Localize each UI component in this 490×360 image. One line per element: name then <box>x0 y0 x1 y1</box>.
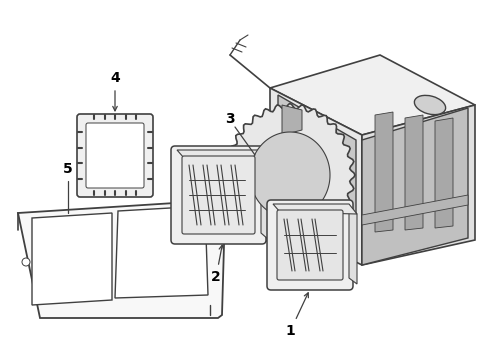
FancyBboxPatch shape <box>86 123 144 188</box>
Text: 3: 3 <box>225 112 235 126</box>
Polygon shape <box>362 108 468 265</box>
Polygon shape <box>115 206 208 298</box>
Polygon shape <box>362 105 475 265</box>
Polygon shape <box>225 104 355 246</box>
FancyBboxPatch shape <box>171 146 266 244</box>
Polygon shape <box>362 195 468 225</box>
Polygon shape <box>282 205 302 228</box>
Polygon shape <box>375 112 393 232</box>
Text: 1: 1 <box>285 324 295 338</box>
Polygon shape <box>282 155 302 185</box>
Polygon shape <box>349 207 357 284</box>
Text: 2: 2 <box>211 270 221 284</box>
Ellipse shape <box>415 95 445 114</box>
Polygon shape <box>435 118 453 228</box>
Polygon shape <box>250 132 330 218</box>
Text: 5: 5 <box>63 162 73 176</box>
Polygon shape <box>270 55 475 135</box>
FancyBboxPatch shape <box>77 114 153 197</box>
Polygon shape <box>270 88 362 265</box>
FancyBboxPatch shape <box>267 200 353 290</box>
Polygon shape <box>18 200 225 318</box>
Text: 4: 4 <box>110 71 120 85</box>
Polygon shape <box>273 204 357 214</box>
Polygon shape <box>261 153 269 240</box>
Polygon shape <box>405 115 423 230</box>
FancyBboxPatch shape <box>182 156 255 234</box>
Polygon shape <box>282 105 302 135</box>
Polygon shape <box>278 95 356 260</box>
Circle shape <box>22 258 30 266</box>
Polygon shape <box>177 150 269 160</box>
Polygon shape <box>32 213 112 305</box>
FancyBboxPatch shape <box>277 210 343 280</box>
